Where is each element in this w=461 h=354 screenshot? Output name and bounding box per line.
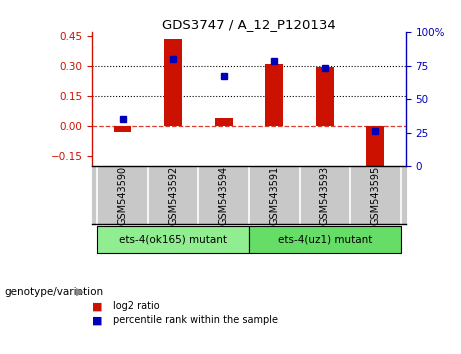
Text: GSM543590: GSM543590	[118, 166, 128, 225]
Bar	[215, 118, 232, 126]
Text: percentile rank within the sample: percentile rank within the sample	[113, 315, 278, 325]
Text: log2 ratio: log2 ratio	[113, 301, 160, 311]
Text: GSM543595: GSM543595	[370, 166, 380, 225]
Bar	[164, 39, 182, 126]
Text: ▶: ▶	[77, 287, 85, 297]
Text: ■: ■	[92, 315, 103, 325]
Bar	[249, 225, 401, 253]
Text: ets-4(ok165) mutant: ets-4(ok165) mutant	[119, 234, 227, 245]
Text: genotype/variation: genotype/variation	[5, 287, 104, 297]
Text: ■: ■	[92, 301, 103, 311]
Title: GDS3747 / A_12_P120134: GDS3747 / A_12_P120134	[162, 18, 336, 31]
Bar	[114, 126, 131, 132]
Bar	[97, 225, 249, 253]
Text: ets-4(uz1) mutant: ets-4(uz1) mutant	[278, 234, 372, 245]
Bar	[366, 126, 384, 166]
Bar	[316, 67, 334, 126]
Text: GSM543591: GSM543591	[269, 166, 279, 225]
Text: GSM543592: GSM543592	[168, 166, 178, 225]
Text: GSM543593: GSM543593	[320, 166, 330, 225]
Text: GSM543594: GSM543594	[219, 166, 229, 225]
Bar	[266, 64, 283, 126]
